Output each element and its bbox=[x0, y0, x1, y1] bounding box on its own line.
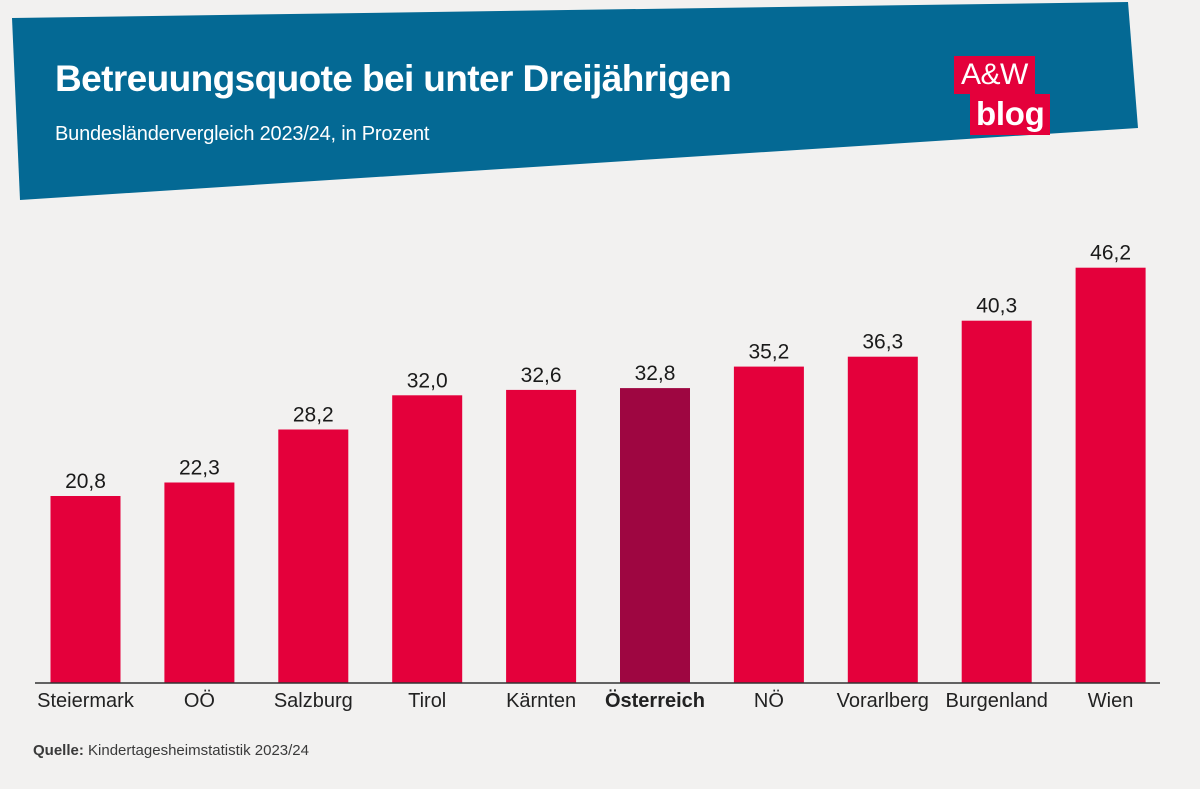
source-text: Kindertagesheimstatistik 2023/24 bbox=[88, 742, 309, 759]
aw-blog-logo-bottom: blog bbox=[970, 94, 1051, 135]
value-label-2: 28,2 bbox=[293, 404, 334, 427]
chart-subtitle: Bundesländervergleich 2023/24, in Prozen… bbox=[55, 123, 430, 145]
bar-2 bbox=[278, 429, 349, 683]
bar-8 bbox=[961, 320, 1032, 683]
category-label-9: Wien bbox=[1088, 690, 1134, 712]
header-banner bbox=[12, 2, 1138, 200]
category-label-7: Vorarlberg bbox=[837, 690, 929, 712]
bar-7 bbox=[847, 356, 918, 683]
value-label-6: 35,2 bbox=[748, 341, 789, 364]
category-label-0: Steiermark bbox=[37, 690, 135, 712]
value-label-5: 32,8 bbox=[635, 362, 676, 385]
category-labels: Steiermark OÖ Salzburg Tirol Kärnten Österrei… bbox=[37, 689, 1133, 712]
chart-title: Betreuungsquote bei unter Dreijährigen bbox=[55, 58, 732, 99]
bar-4 bbox=[506, 389, 577, 683]
bar-9 bbox=[1075, 267, 1146, 683]
category-label-3: Tirol bbox=[408, 690, 446, 712]
header-banner-shape bbox=[12, 2, 1138, 200]
source-label: Quelle: bbox=[33, 742, 84, 759]
category-label-2: Salzburg bbox=[274, 690, 353, 712]
value-labels: 20,8 22,3 28,2 32,0 32,6 32,8 35,2 36,3 40,3 46,2 bbox=[65, 242, 1131, 493]
aw-blog-logo-top: A&W bbox=[954, 56, 1035, 94]
category-label-8: Burgenland bbox=[946, 690, 1048, 712]
source-note: Quelle: Kindertagesheimstatistik 2023/24 bbox=[33, 742, 309, 759]
value-label-8: 40,3 bbox=[976, 295, 1017, 318]
category-label-4: Kärnten bbox=[506, 690, 576, 712]
bar-5-highlight bbox=[620, 388, 690, 683]
category-label-5: Österreich bbox=[605, 689, 705, 712]
bar-6 bbox=[733, 366, 804, 683]
value-label-1: 22,3 bbox=[179, 457, 220, 480]
bar-3 bbox=[392, 395, 463, 683]
bar-0 bbox=[50, 496, 121, 683]
value-label-9: 46,2 bbox=[1090, 242, 1131, 265]
category-label-6: NÖ bbox=[754, 690, 784, 712]
value-label-3: 32,0 bbox=[407, 369, 448, 392]
bar-1 bbox=[164, 482, 235, 683]
value-label-4: 32,6 bbox=[521, 364, 562, 387]
bars bbox=[50, 267, 1146, 683]
value-label-0: 20,8 bbox=[65, 470, 106, 493]
category-label-1: OÖ bbox=[184, 690, 215, 712]
value-label-7: 36,3 bbox=[862, 331, 903, 354]
